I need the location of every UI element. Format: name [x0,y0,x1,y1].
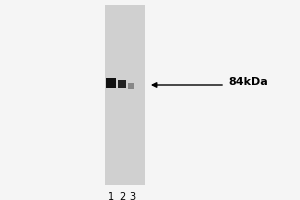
Bar [106,78,116,88]
Bar [118,80,126,88]
Bar [128,83,134,89]
Bar [105,5,145,185]
Text: 3: 3 [129,192,135,200]
Text: 84kDa: 84kDa [228,77,268,87]
Text: 1: 1 [108,192,114,200]
Text: 2: 2 [119,192,125,200]
